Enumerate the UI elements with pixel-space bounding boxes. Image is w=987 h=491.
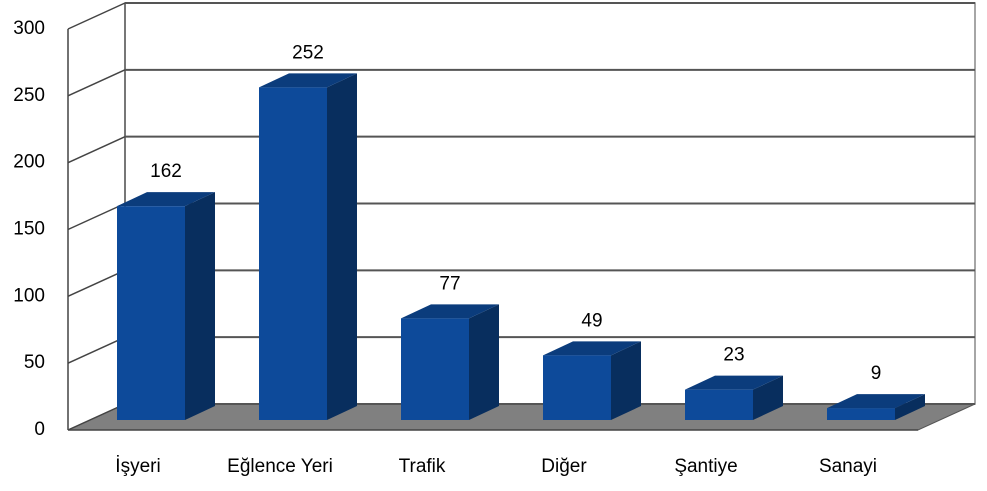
- value-label: 9: [871, 363, 882, 384]
- bar-side: [753, 375, 783, 420]
- tick-line: [67, 269, 126, 298]
- bar-top: [259, 73, 357, 88]
- y-tick-label: 250: [13, 85, 45, 106]
- bar: [543, 355, 611, 420]
- value-label: 49: [581, 310, 602, 331]
- bar-side: [185, 192, 215, 420]
- tick-line: [67, 336, 126, 364]
- x-tick-label: Eğlence Yeri: [227, 456, 333, 477]
- y-tick-label: 300: [13, 18, 45, 39]
- bar-top: [685, 375, 783, 390]
- tick-line: [67, 202, 126, 231]
- bar-side: [611, 341, 641, 420]
- value-label: 23: [723, 345, 744, 366]
- tick-line: [67, 135, 126, 164]
- y-tick-label: 0: [34, 419, 45, 440]
- bar-top: [543, 341, 641, 356]
- x-tick-label: Diğer: [541, 456, 587, 477]
- y-tick-label: 100: [13, 285, 45, 306]
- tick-line: [67, 2, 126, 30]
- bar: [827, 408, 895, 420]
- bar-top: [827, 394, 925, 409]
- bar-side: [469, 304, 499, 420]
- x-tick-label: Trafik: [399, 456, 446, 477]
- value-label: 77: [439, 273, 460, 294]
- value-label: 252: [292, 42, 324, 63]
- tick-line: [67, 403, 126, 431]
- bar-side: [895, 394, 925, 420]
- x-tick-label: Şantiye: [674, 456, 737, 477]
- bar: [117, 206, 185, 420]
- x-tick-label: İşyeri: [115, 456, 160, 477]
- y-tick-label: 50: [24, 352, 45, 373]
- tick-line: [67, 69, 126, 97]
- bar-side: [327, 73, 357, 421]
- y-tick-label: 200: [13, 152, 45, 173]
- bar: [685, 389, 753, 420]
- x-tick-label: Sanayi: [819, 456, 877, 477]
- y-tick-label: 150: [13, 219, 45, 240]
- value-label: 162: [150, 161, 182, 182]
- bar-top: [401, 304, 499, 319]
- bar-top: [117, 192, 215, 207]
- bar: [259, 87, 327, 421]
- bar: [401, 318, 469, 420]
